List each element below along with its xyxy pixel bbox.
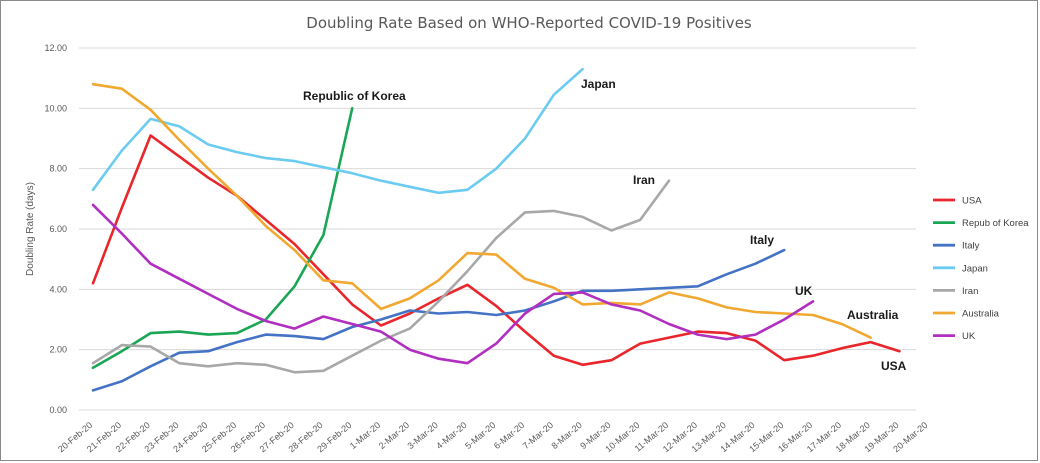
series-label-uk: UK [795,284,813,298]
legend-entry: USA [962,196,982,207]
legend-entry: Repub of Korea [962,218,1029,229]
legend: USA Repub of Korea Italy Japan Iran Australia… [933,196,1029,342]
series-label-australia: Australia [847,308,899,322]
series-lines [91,67,901,392]
y-axis-label: Doubling Rate (days) [25,182,36,276]
y-tick-label: 2.00 [49,345,67,355]
series-label-japan: Japan [581,77,616,91]
series-label-republic-of-korea: Republic of Korea [303,89,406,103]
x-tick-label: 7-Mar-20 [521,420,555,451]
series-labels: USA Republic of Korea Italy Japan Iran Austra… [303,77,907,373]
legend-entry: Iran [962,286,978,297]
series-line-usa [91,134,901,367]
legend-entry: Australia [962,309,1000,320]
x-tick-label: 5-Mar-20 [463,420,497,451]
y-tick-label: 10.00 [44,103,67,113]
series-label-iran: Iran [633,173,655,187]
series-line-iran [91,179,671,374]
y-tick-label: 12.00 [44,43,67,53]
y-tick-label: 0.00 [49,405,67,415]
series-line-uk [91,203,815,365]
series-line-japan [91,67,584,195]
x-tick-label: 4-Mar-20 [434,420,468,451]
y-tick-label: 6.00 [49,224,67,234]
series-label-italy: Italy [750,233,774,247]
x-tick-label: 3-Mar-20 [405,420,439,451]
x-tick-label: 2-Mar-20 [377,420,411,451]
x-axis-ticks: 20-Feb-2021-Feb-2022-Feb-2023-Feb-2024-F… [56,420,929,454]
legend-entry: Italy [962,241,980,252]
gridlines [79,47,916,411]
series-line-italy [91,248,786,392]
x-tick-label: 6-Mar-20 [492,420,526,451]
chart-title: Doubling Rate Based on WHO-Reported COVI… [306,14,752,32]
legend-entry: UK [962,331,976,342]
x-tick-label: 1-Mar-20 [348,420,382,451]
series-line-repub-of-korea [91,107,354,370]
x-tick-label: 8-Mar-20 [549,420,583,451]
series-label-usa: USA [881,359,907,373]
y-tick-label: 8.00 [49,164,67,174]
y-tick-label: 4.00 [49,284,67,294]
series-line-australia [91,82,872,339]
y-axis-ticks: 0.00 2.00 4.00 6.00 8.00 10.00 12.00 [44,43,67,415]
legend-entry: Japan [962,263,988,274]
